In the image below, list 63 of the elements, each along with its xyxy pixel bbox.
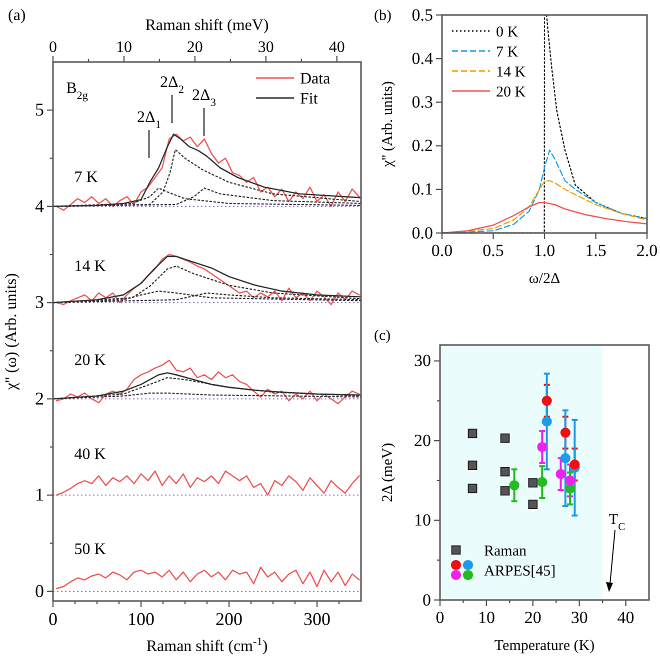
annotation: 20 K — [74, 352, 106, 369]
x2-tick-label: 40 — [328, 39, 345, 56]
y-tick-label: 0.4 — [412, 48, 434, 68]
x-tick-label: 100 — [128, 609, 154, 629]
y-tick-label: 0.5 — [412, 5, 433, 24]
y-axis-title: 2Δ (meV) — [380, 442, 396, 502]
x-tick-label: 300 — [304, 609, 330, 629]
x-tick-label: 200 — [216, 609, 242, 629]
legend-label: 14 K — [496, 64, 526, 80]
y-tick-label: 30 — [414, 351, 431, 370]
y-tick-label: 3 — [35, 292, 44, 312]
y-tick-label: 20 — [414, 430, 431, 450]
x2-tick-label: 10 — [116, 39, 132, 56]
annotation: T$_{C}$ — [608, 512, 626, 532]
x-axis-title: ω/2Δ — [528, 271, 560, 287]
annotation: 2Δ$_{1}$ — [137, 109, 161, 131]
annotation: 40 K — [74, 446, 106, 463]
x-tick-label: 2.0 — [636, 241, 658, 260]
x-tick-label: 20 — [524, 608, 542, 627]
y-axis-title: χ'' (ω) (Arb. units) — [3, 273, 20, 391]
x-tick-label: 1.5 — [585, 241, 606, 260]
y-tick-label: 0.1 — [412, 180, 433, 199]
x2-tick-label: 20 — [186, 39, 203, 56]
annotation: B$_{2g}$ — [66, 80, 88, 102]
x-tick-label: 0.5 — [482, 241, 504, 260]
y-tick-label: 4 — [35, 196, 44, 216]
legend-label: 7 K — [496, 44, 518, 60]
y-tick-label: 1 — [35, 484, 44, 505]
legend-label: ARPES[45] — [484, 563, 556, 580]
legend-label: Data — [300, 70, 330, 88]
x-tick-label: 1.0 — [534, 241, 556, 260]
chart-title: (c) — [374, 328, 391, 344]
annotation: 14 K — [74, 258, 106, 275]
x-axis-title: Temperature (K) — [494, 638, 595, 654]
y-tick-label: 0 — [35, 580, 44, 601]
y-tick-label: 0.2 — [412, 136, 433, 156]
x-tick-label: 0.0 — [431, 241, 453, 260]
annotation: 7 K — [74, 169, 98, 186]
legend-label: Raman — [484, 543, 527, 560]
y-tick-label: 0.0 — [412, 223, 433, 242]
x-tick-label: 0 — [436, 608, 444, 627]
y-tick-label: 5 — [35, 100, 44, 120]
annotation: 2Δ$_{3}$ — [192, 87, 216, 109]
x-tick-label: 40 — [617, 608, 634, 627]
annotation: 2Δ$_{2}$ — [160, 74, 184, 96]
x-tick-label: 10 — [478, 608, 495, 627]
x2-tick-label: 0 — [49, 39, 57, 56]
y-axis-title: χ'' (Arb. units) — [380, 81, 396, 168]
y-tick-label: 0.3 — [412, 92, 433, 112]
x-tick-label: 30 — [570, 608, 588, 627]
x2-axis-title: Raman shift (meV) — [145, 17, 269, 34]
annotation: 50 K — [74, 541, 106, 558]
chart-title: (b) — [374, 8, 392, 24]
legend-label: 20 K — [496, 84, 526, 100]
chart-title: (a) — [8, 7, 26, 24]
y-tick-label: 2 — [35, 388, 44, 408]
y-tick-label: 0 — [422, 590, 431, 610]
x2-tick-label: 30 — [258, 39, 274, 56]
legend-label: Fit — [300, 90, 318, 108]
legend-label: 0 K — [496, 24, 518, 40]
y-tick-label: 10 — [414, 510, 431, 530]
x-axis-title: Raman shift (cm$^{-1}$) — [146, 636, 268, 655]
x-tick-label: 0 — [48, 609, 58, 629]
